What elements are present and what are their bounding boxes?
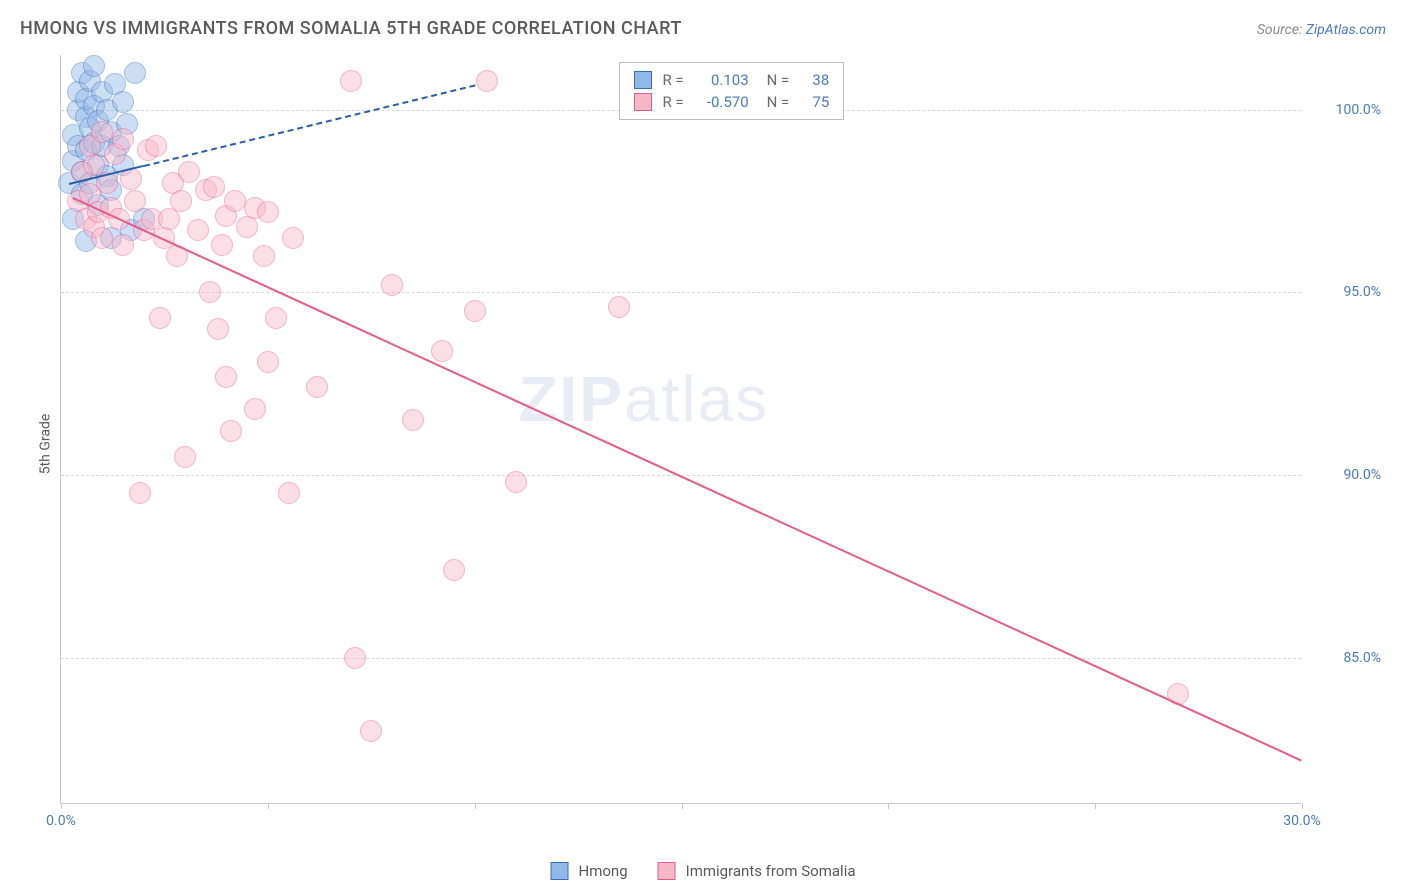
data-point [443,559,465,581]
data-point [83,55,105,77]
stats-row: R = -0.570 N = 75 [634,91,829,113]
x-tick [268,803,269,809]
data-point [464,300,486,322]
y-tick-label: 90.0% [1311,467,1381,483]
data-point [124,62,146,84]
x-tick [682,803,683,809]
stat-n-value: 38 [799,71,829,89]
legend-bottom: Hmong Immigrants from Somalia [551,862,856,880]
y-tick-label: 85.0% [1311,650,1381,666]
y-axis-label: 5th Grade [37,413,53,474]
legend-swatch [551,862,569,880]
legend-item: Hmong [551,862,628,880]
data-point [340,70,362,92]
stats-row: R = 0.103 N = 38 [634,69,829,91]
source-attribution: Source: ZipAtlas.com [1257,22,1386,38]
stat-n-label: N = [767,71,790,89]
data-point [344,647,366,669]
data-point [381,274,403,296]
data-point [158,208,180,230]
legend-label: Immigrants from Somalia [686,862,856,880]
watermark: ZIPatlas [518,362,769,436]
data-point [265,307,287,329]
data-point [306,376,328,398]
data-point [149,307,171,329]
data-point [220,420,242,442]
data-point [211,234,233,256]
data-point [257,351,279,373]
gridline [61,658,1301,659]
legend-swatch [658,862,676,880]
stats-legend-box: R = 0.103 N = 38 R = -0.570 N = 75 [619,62,844,120]
x-tick [888,803,889,809]
x-tick-label: 0.0% [46,813,76,829]
x-tick [1302,803,1303,809]
trend-line [143,84,474,166]
data-point [199,281,221,303]
stat-n-label: N = [767,93,790,111]
data-point [170,190,192,212]
x-tick [61,803,62,809]
x-tick [1095,803,1096,809]
series-swatch [634,93,652,111]
gridline [61,292,1301,293]
data-point [253,245,275,267]
data-point [224,190,246,212]
data-point [278,482,300,504]
series-swatch [634,71,652,89]
plot-area: ZIPatlas 85.0%90.0%95.0%100.0%0.0%30.0%R… [60,55,1301,804]
data-point [257,201,279,223]
data-point [174,446,196,468]
data-point [91,227,113,249]
x-tick-label: 30.0% [1283,813,1321,829]
data-point [91,121,113,143]
data-point [112,91,134,113]
chart-container: 5th Grade ZIPatlas 85.0%90.0%95.0%100.0%… [60,55,1386,832]
data-point [178,161,200,183]
stat-r-value: 0.103 [694,71,749,89]
watermark-atlas: atlas [624,363,769,435]
legend-label: Hmong [579,862,628,880]
data-point [215,366,237,388]
data-point [360,720,382,742]
data-point [112,128,134,150]
stat-r-value: -0.570 [694,93,749,111]
data-point [145,135,167,157]
data-point [431,340,453,362]
stat-n-value: 75 [799,93,829,111]
y-tick-label: 100.0% [1311,102,1381,118]
data-point [244,398,266,420]
data-point [129,482,151,504]
stat-r-label: R = [662,71,683,89]
data-point [402,409,424,431]
source-prefix: Source: [1257,22,1306,38]
data-point [608,296,630,318]
data-point [282,227,304,249]
chart-title: HMONG VS IMMIGRANTS FROM SOMALIA 5TH GRA… [20,18,682,39]
y-tick-label: 95.0% [1311,284,1381,300]
legend-item: Immigrants from Somalia [658,862,856,880]
data-point [112,234,134,256]
stat-r-label: R = [662,93,683,111]
x-tick [475,803,476,809]
data-point [203,176,225,198]
data-point [207,318,229,340]
data-point [505,471,527,493]
data-point [124,190,146,212]
trend-line [73,198,1302,762]
source-link[interactable]: ZipAtlas.com [1306,22,1386,38]
data-point [476,70,498,92]
data-point [187,219,209,241]
